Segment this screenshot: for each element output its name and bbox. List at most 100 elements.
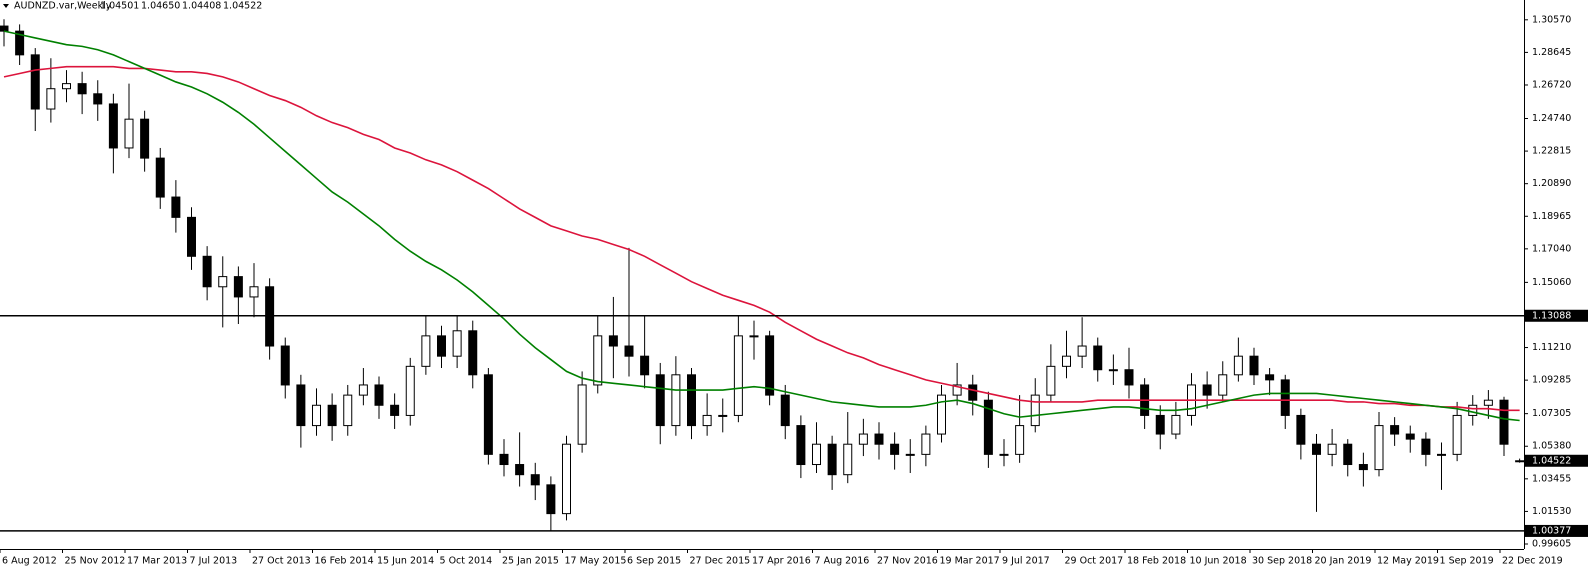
candle-body: [46, 88, 56, 110]
header-values: 1.04501 1.04650 1.04408 1.04522: [100, 1, 262, 12]
candle-body: [1015, 425, 1025, 455]
candle-body: [733, 335, 743, 416]
current-price-box: [1525, 454, 1588, 467]
y-tick-label: 1.15060: [1532, 277, 1571, 288]
y-tick-label: 1.28645: [1532, 47, 1571, 58]
candle-body: [0, 25, 9, 32]
y-tick-label: 1.22815: [1532, 146, 1571, 157]
candle-body: [1249, 355, 1259, 376]
candle-body: [218, 276, 228, 288]
candle-body: [968, 384, 978, 401]
candle-body: [702, 414, 712, 427]
x-tick-label: 5 Oct 2014: [440, 556, 493, 567]
candle-body: [140, 118, 150, 159]
y-tick-label: 1.01530: [1532, 506, 1571, 517]
candle-body: [765, 335, 775, 396]
menu-arrow[interactable]: [3, 4, 9, 8]
x-tick-label: 7 Aug 2016: [815, 556, 870, 567]
candle-body: [999, 453, 1009, 456]
price-label-box: [1525, 309, 1588, 322]
candle-body: [1437, 453, 1446, 456]
candle-body: [749, 335, 759, 338]
x-tick-label: 19 Mar 2017: [940, 556, 1000, 567]
candle-body: [280, 345, 290, 386]
candle-body: [827, 443, 837, 476]
candle-body: [1046, 365, 1056, 396]
candle-body: [468, 330, 478, 376]
y-tick-label: 1.26720: [1532, 79, 1571, 90]
x-tick-label: 10 Jun 2018: [1190, 556, 1247, 567]
candle-body: [187, 216, 196, 257]
candle-body: [780, 394, 790, 427]
y-tick-label: 1.03455: [1532, 473, 1571, 484]
candle-body: [890, 443, 900, 455]
candle-body: [202, 255, 212, 288]
candle-body: [640, 355, 650, 376]
candle-body: [983, 399, 993, 455]
candle-body: [1405, 433, 1415, 440]
header-value: 1.04522: [223, 1, 262, 12]
candle-body: [374, 384, 384, 406]
x-tick-label: 25 Nov 2012: [65, 556, 126, 567]
candle-body: [1202, 384, 1212, 396]
candle-body: [718, 414, 728, 417]
candle-body: [905, 453, 915, 456]
moving-average: [3, 65, 1520, 412]
price-label-box: [1525, 524, 1588, 537]
x-tick-label: 17 Mar 2013: [127, 556, 187, 567]
y-tick-label: 1.17040: [1532, 243, 1571, 254]
x-tick-label: 27 Dec 2015: [690, 556, 751, 567]
candle-body: [499, 453, 509, 466]
candle-body: [30, 54, 40, 110]
candle-body: [483, 374, 493, 455]
candle-body: [546, 484, 556, 515]
candle-body: [530, 474, 540, 486]
y-tick-label: 0.99605: [1532, 539, 1571, 550]
candle-body: [312, 404, 321, 427]
candle-body: [921, 433, 931, 455]
candle-body: [327, 404, 337, 427]
candle-body: [296, 384, 306, 427]
candle-body: [843, 443, 853, 476]
x-tick-label: 25 Jan 2015: [502, 556, 559, 567]
candle-body: [1499, 399, 1509, 445]
candle-body: [812, 443, 821, 466]
candle-body: [624, 345, 634, 357]
candle-body: [15, 30, 25, 56]
candle-body: [1515, 460, 1525, 463]
candle-body: [1327, 443, 1337, 455]
candle-body: [562, 443, 571, 515]
candle-body: [171, 196, 181, 218]
candle-body: [1171, 414, 1181, 435]
candle-body: [1265, 374, 1275, 381]
x-tick-label: 6 Aug 2012: [2, 556, 57, 567]
x-tick-label: 9 Jul 2017: [1002, 556, 1050, 567]
x-tick-label: 17 May 2015: [565, 556, 627, 567]
header-value: 1.04650: [141, 1, 180, 12]
y-tick-label: 1.05380: [1532, 441, 1571, 452]
x-tick-label: 16 Feb 2014: [315, 556, 374, 567]
x-tick-label: 22 Dec 2019: [1502, 556, 1563, 567]
candle-body: [1093, 345, 1103, 371]
y-tick-label: 1.20890: [1532, 178, 1571, 189]
candle-body: [390, 404, 400, 416]
header-value: 1.04408: [182, 1, 221, 12]
candle-body: [1062, 355, 1071, 367]
candle-body: [437, 335, 446, 357]
x-tick-label: 20 Jan 2019: [1315, 556, 1372, 567]
candle-body: [1155, 414, 1165, 435]
candle-body: [1421, 438, 1431, 455]
candle-body: [952, 384, 962, 396]
candle-body: [1030, 394, 1040, 427]
y-tick-label: 1.24740: [1532, 113, 1571, 124]
candle-body: [515, 464, 525, 476]
candle-body: [233, 276, 243, 298]
candle-body: [124, 118, 134, 149]
x-tick-label: 27 Nov 2016: [877, 556, 938, 567]
y-tick-label: 1.09285: [1532, 375, 1571, 386]
candle-body: [1390, 425, 1400, 435]
candle-body: [62, 83, 71, 90]
candle-body: [593, 335, 603, 386]
chart-title: AUDNZD.var,Weekly: [14, 1, 112, 12]
candle-body: [1218, 374, 1228, 396]
